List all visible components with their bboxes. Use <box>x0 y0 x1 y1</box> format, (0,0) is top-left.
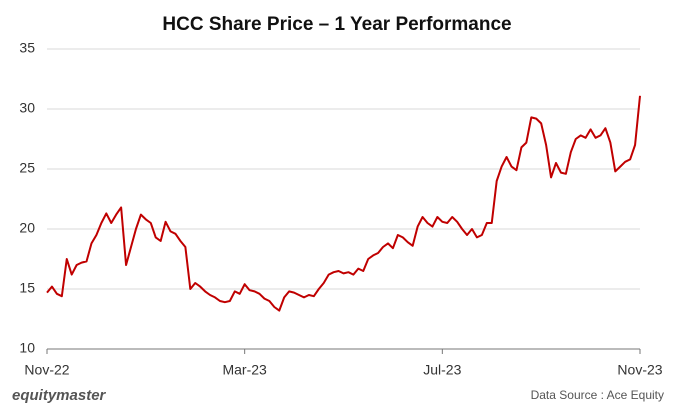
x-tick-label: Nov-22 <box>24 362 69 378</box>
price-line <box>46 95 641 312</box>
y-tick-label: 35 <box>19 40 35 56</box>
chart-title: HCC Share Price – 1 Year Performance <box>162 14 511 35</box>
source-note: Data Source : Ace Equity <box>531 388 664 402</box>
y-tick-label: 25 <box>19 160 35 176</box>
x-tick-label: Mar-23 <box>222 362 267 378</box>
y-tick-label: 20 <box>19 220 35 236</box>
y-tick-label: 30 <box>19 100 35 116</box>
brand: equitymaster <box>12 387 107 404</box>
x-tick-label: Jul-23 <box>423 362 461 378</box>
y-tick-label: 15 <box>19 280 35 296</box>
x-tick-label: Nov-23 <box>617 362 662 378</box>
y-tick-label: 10 <box>19 340 35 356</box>
